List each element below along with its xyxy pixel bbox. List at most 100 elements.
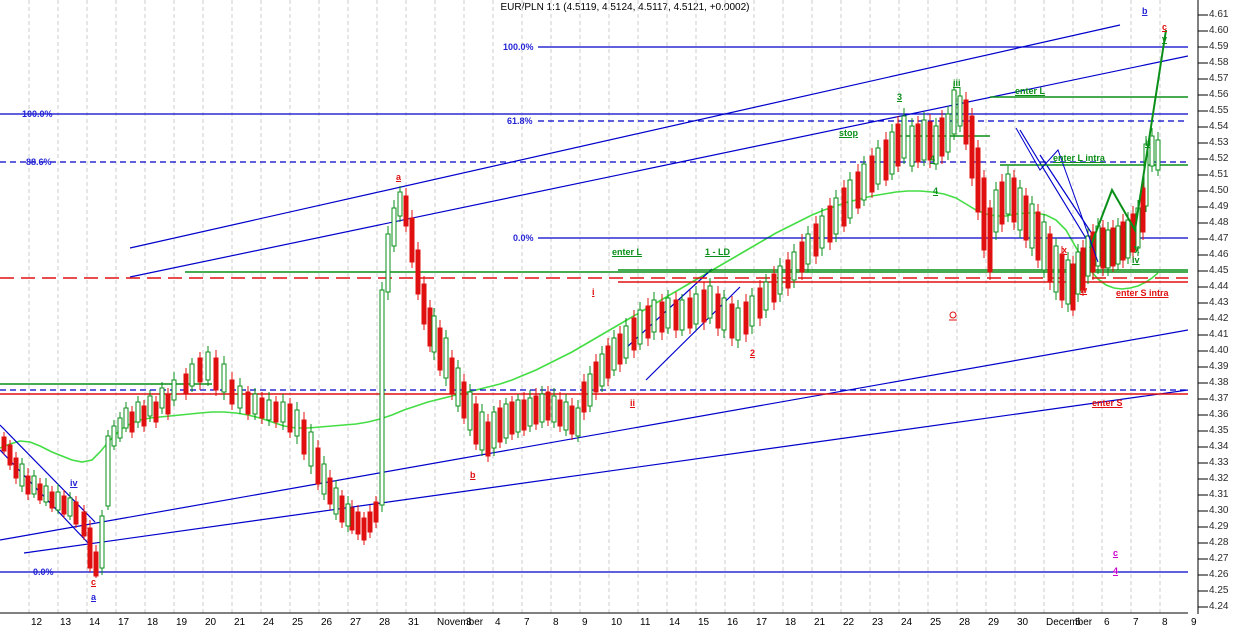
forecast-projection xyxy=(1089,29,1167,249)
y-tick: 4.29 xyxy=(1209,521,1229,532)
x-tick: 13 xyxy=(60,617,72,628)
y-tick: 4.27 xyxy=(1209,553,1229,564)
x-tick: 16 xyxy=(727,617,739,628)
chart-canvas xyxy=(0,0,1188,614)
chart-plot-area[interactable] xyxy=(0,0,1188,614)
y-tick: 4.45 xyxy=(1209,265,1229,276)
wave-label-iv-left: iv xyxy=(70,478,78,488)
x-tick: 25 xyxy=(930,617,942,628)
right-channel-a xyxy=(1019,129,1091,246)
annotation-1-ld[interactable]: 1 - LD xyxy=(705,247,731,257)
moving-average-line xyxy=(0,190,1159,463)
annotation-enter-l-1[interactable]: enter L xyxy=(612,247,643,257)
x-tick: 21 xyxy=(814,617,826,628)
y-tick: 4.57 xyxy=(1209,73,1229,84)
lower-trendline-2 xyxy=(23,389,1188,554)
y-tick: 4.59 xyxy=(1209,41,1229,52)
annotation-enter-s-intra[interactable]: enter S intra xyxy=(1116,288,1169,298)
wave-label-3: 3 xyxy=(897,92,903,102)
y-axis-ticks xyxy=(1197,0,1208,614)
y-tick: 4.48 xyxy=(1209,217,1229,228)
wave-label-iv-right: iv xyxy=(1132,255,1140,265)
annotation-enter-l-2[interactable]: enter L xyxy=(1015,86,1046,96)
y-tick: 4.35 xyxy=(1209,425,1229,436)
y-tick: 4.56 xyxy=(1209,89,1229,100)
wave-label-c-top: c xyxy=(1162,22,1168,32)
y-tick: 4.43 xyxy=(1209,297,1229,308)
y-tick: 4.61 xyxy=(1209,9,1229,20)
y-tick: 4.44 xyxy=(1209,281,1229,292)
x-tick: 8 xyxy=(1162,617,1168,628)
y-tick: 4.26 xyxy=(1209,569,1229,580)
y-tick: 4.49 xyxy=(1209,201,1229,212)
annotation-enter-s[interactable]: enter S xyxy=(1092,398,1123,408)
wave-label-4: 4 xyxy=(930,154,936,164)
x-tick: 24 xyxy=(263,617,275,628)
annotation-enter-l-intra[interactable]: enter L intra xyxy=(1053,153,1105,163)
annotation-stop[interactable]: stop xyxy=(839,128,858,138)
y-tick: 4.34 xyxy=(1209,441,1229,452)
x-tick: 26 xyxy=(321,617,333,628)
wave-label-ii: ii xyxy=(630,398,636,408)
x-tick: 31 xyxy=(408,617,420,628)
x-tick: 28 xyxy=(379,617,391,628)
y-tick: 4.47 xyxy=(1209,233,1229,244)
y-tick: 4.24 xyxy=(1209,601,1229,612)
x-tick: 7 xyxy=(1133,617,1139,628)
x-tick: 17 xyxy=(118,617,130,628)
y-tick: 4.50 xyxy=(1209,185,1229,196)
upper-trendline-2 xyxy=(129,55,1188,278)
x-tick: 28 xyxy=(959,617,971,628)
y-tick: 4.36 xyxy=(1209,409,1229,420)
wave-label-b-right: b xyxy=(1145,138,1151,148)
x-tick: 21 xyxy=(234,617,246,628)
x-tick: 23 xyxy=(872,617,884,628)
y-tick: 4.40 xyxy=(1209,345,1229,356)
y-tick: 4.30 xyxy=(1209,505,1229,516)
x-tick: 19 xyxy=(176,617,188,628)
x-tick: 14 xyxy=(669,617,681,628)
x-tick: 17 xyxy=(756,617,768,628)
x-tick: 30 xyxy=(1017,617,1029,628)
x-tick: 22 xyxy=(843,617,855,628)
y-tick: 4.32 xyxy=(1209,473,1229,484)
y-tick: 4.37 xyxy=(1209,393,1229,404)
wave-label-a-peak: a xyxy=(396,172,402,182)
y-tick: 4.51 xyxy=(1209,169,1229,180)
x-tick: 20 xyxy=(205,617,217,628)
x-tick: December xyxy=(1046,617,1093,628)
wave-label-c-right: c xyxy=(1113,548,1119,558)
x-tick: 29 xyxy=(988,617,1000,628)
wave-label-y: y xyxy=(1134,243,1140,253)
chart-title: EUR/PLN 1:1 (4.5119, 4.5124, 4.5117, 4.5… xyxy=(500,2,750,13)
y-tick: 4.42 xyxy=(1209,313,1229,324)
wave-label-w: w xyxy=(1080,285,1088,295)
candlestick-series xyxy=(1,82,1161,578)
wave-label-4-dash: 4 xyxy=(933,186,939,196)
x-tick: 14 xyxy=(89,617,101,628)
wave-label-b-low: b xyxy=(470,470,476,480)
x-tick: 15 xyxy=(698,617,710,628)
upper-trendline-1 xyxy=(129,24,1121,249)
y-tick: 4.60 xyxy=(1209,25,1229,36)
x-tick: 6 xyxy=(1104,617,1110,628)
y-tick: 4.53 xyxy=(1209,137,1229,148)
x-tick: 7 xyxy=(524,617,530,628)
wave-label-4-right: 4 xyxy=(1113,566,1119,576)
y-tick: 4.28 xyxy=(1209,537,1229,548)
x-tick: November xyxy=(437,617,484,628)
x-tick: 11 xyxy=(640,617,651,628)
x-tick: 10 xyxy=(611,617,623,628)
wave-label-c-bottom-left: c xyxy=(91,577,97,587)
fib-levels-right xyxy=(538,46,1188,239)
y-tick: 4.25 xyxy=(1209,585,1229,596)
fib-label-0-left: 0.0% xyxy=(33,567,54,577)
x-tick: 9 xyxy=(582,617,588,628)
wave-label-x: x xyxy=(1062,245,1068,255)
fib-label-886-left: 88.6% xyxy=(26,157,52,167)
y-tick: 4.38 xyxy=(1209,377,1229,388)
x-tick: 18 xyxy=(785,617,797,628)
wave-label-iii: iii xyxy=(953,78,961,88)
x-tick: 5 xyxy=(1075,617,1081,628)
